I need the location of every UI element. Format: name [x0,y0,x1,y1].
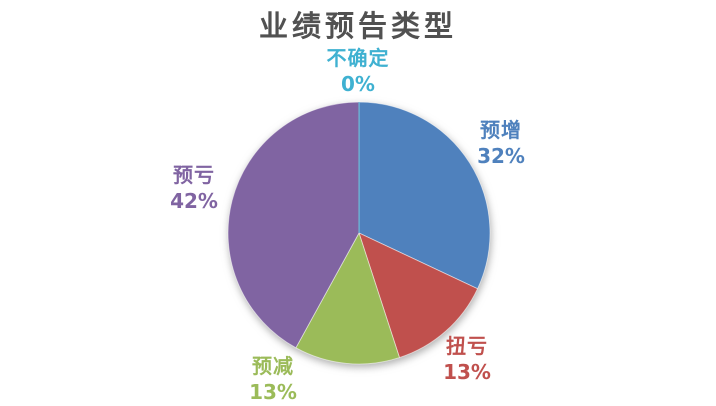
pie-slice-0 [358,101,491,290]
pie-label-name: 预亏 [173,163,215,187]
pie-label: 预增 32% [477,117,525,169]
chart-title: 业绩预告类型 [258,9,457,43]
pie-label-percent: 13% [249,380,297,404]
pie-label-name: 扭亏 [446,334,488,358]
pie-label: 预减 13% [249,353,297,405]
pie-label-name: 不确定 [326,46,390,70]
pie-label-percent: 13% [443,360,491,384]
pie-label-name: 预减 [252,354,294,378]
pie-slice-1 [358,232,479,359]
pie-label-percent: 0% [341,72,375,96]
pie-label-percent: 42% [170,189,218,213]
pie-label: 扭亏 13% [443,333,491,385]
pie-slice-2 [295,231,401,365]
pie [227,101,491,365]
pie-label: 不确定 0% [327,45,390,97]
pie-label-name: 预增 [480,118,522,142]
pie-label: 预亏 42% [170,162,218,214]
pie-label-percent: 32% [477,144,525,168]
pie-slice-3 [227,101,360,349]
